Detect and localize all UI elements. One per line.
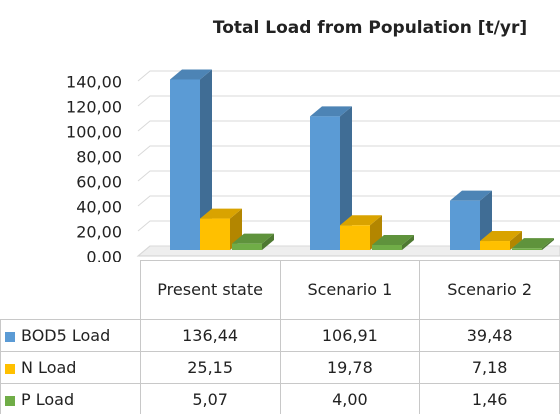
legend-swatch (5, 395, 15, 406)
bar-side (262, 233, 274, 250)
bar-top (480, 231, 522, 242)
bar-top (170, 69, 212, 80)
grid-line (137, 195, 560, 207)
bar (340, 225, 370, 250)
bar-top (450, 190, 492, 201)
legend-entry: BOD5 Load (0, 319, 141, 352)
bar (450, 200, 480, 250)
category-label: Scenario 2 (419, 260, 560, 320)
bar-top (512, 238, 554, 249)
data-label: 106,91 (279, 319, 421, 352)
bar-side (510, 231, 522, 250)
data-label: 25,15 (139, 351, 281, 384)
corner-cell (0, 260, 141, 320)
bar-side (340, 106, 352, 250)
data-label: 5,07 (139, 383, 281, 414)
legend-swatch (5, 363, 15, 374)
bar-top (340, 215, 382, 226)
grid-line (137, 220, 560, 232)
category-label: Present state (139, 260, 281, 320)
chart-title: Total Load from Population [t/yr] (213, 18, 527, 38)
series-name: BOD5 Load (21, 326, 111, 345)
grid-line (137, 120, 560, 132)
bar-top (232, 233, 274, 244)
legend-swatch (5, 331, 15, 342)
y-tick-label: 100,00 (66, 123, 122, 142)
bar-top (372, 235, 414, 245)
data-label: 7,18 (419, 351, 560, 384)
grid-line (137, 245, 560, 257)
data-label: 19,78 (279, 351, 421, 384)
bar-top (200, 208, 242, 219)
y-tick-label: 20,00 (76, 223, 122, 242)
table-row: P Load 5,07 4,00 1,46 (0, 383, 560, 414)
bar (200, 218, 230, 250)
bar (170, 79, 200, 250)
y-tick-label: 40,00 (76, 198, 122, 217)
table-row: BOD5 Load 136,44 106,91 39,48 (0, 319, 560, 352)
grid-line (137, 95, 560, 107)
data-label: 1,46 (419, 383, 560, 414)
bar (310, 116, 340, 250)
legend-entry: N Load (0, 351, 141, 384)
data-label: 39,48 (419, 319, 560, 352)
y-tick-label: 140,00 (66, 73, 122, 92)
legend-entry: P Load (0, 383, 141, 414)
y-tick-label: 60,00 (76, 173, 122, 192)
data-table: Present state Scenario 1 Scenario 2 BOD5 Lo… (0, 260, 560, 414)
bar (480, 241, 510, 250)
y-tick-label: 120,00 (66, 98, 122, 117)
category-label: Scenario 1 (279, 260, 421, 320)
grid-line (137, 145, 560, 157)
series-name: N Load (21, 358, 77, 377)
bar-side (402, 235, 414, 250)
bar (512, 248, 542, 250)
data-label: 136,44 (139, 319, 281, 352)
bar (372, 245, 402, 250)
data-label: 4,00 (279, 383, 421, 414)
bar-top (310, 106, 352, 117)
y-tick-label: 80,00 (76, 148, 122, 167)
bar (232, 243, 262, 250)
bar-side (542, 238, 554, 250)
plot: Total Load from Population [t/yr] 0,00 20… (66, 18, 560, 263)
table-header: Present state Scenario 1 Scenario 2 (0, 260, 560, 320)
y-tick-label: 0,00 (86, 248, 122, 263)
grid-line (137, 70, 560, 82)
bar-side (200, 69, 212, 250)
grid-line (137, 170, 560, 182)
series-name: P Load (21, 390, 75, 409)
table-row: N Load 25,15 19,78 7,18 (0, 351, 560, 384)
